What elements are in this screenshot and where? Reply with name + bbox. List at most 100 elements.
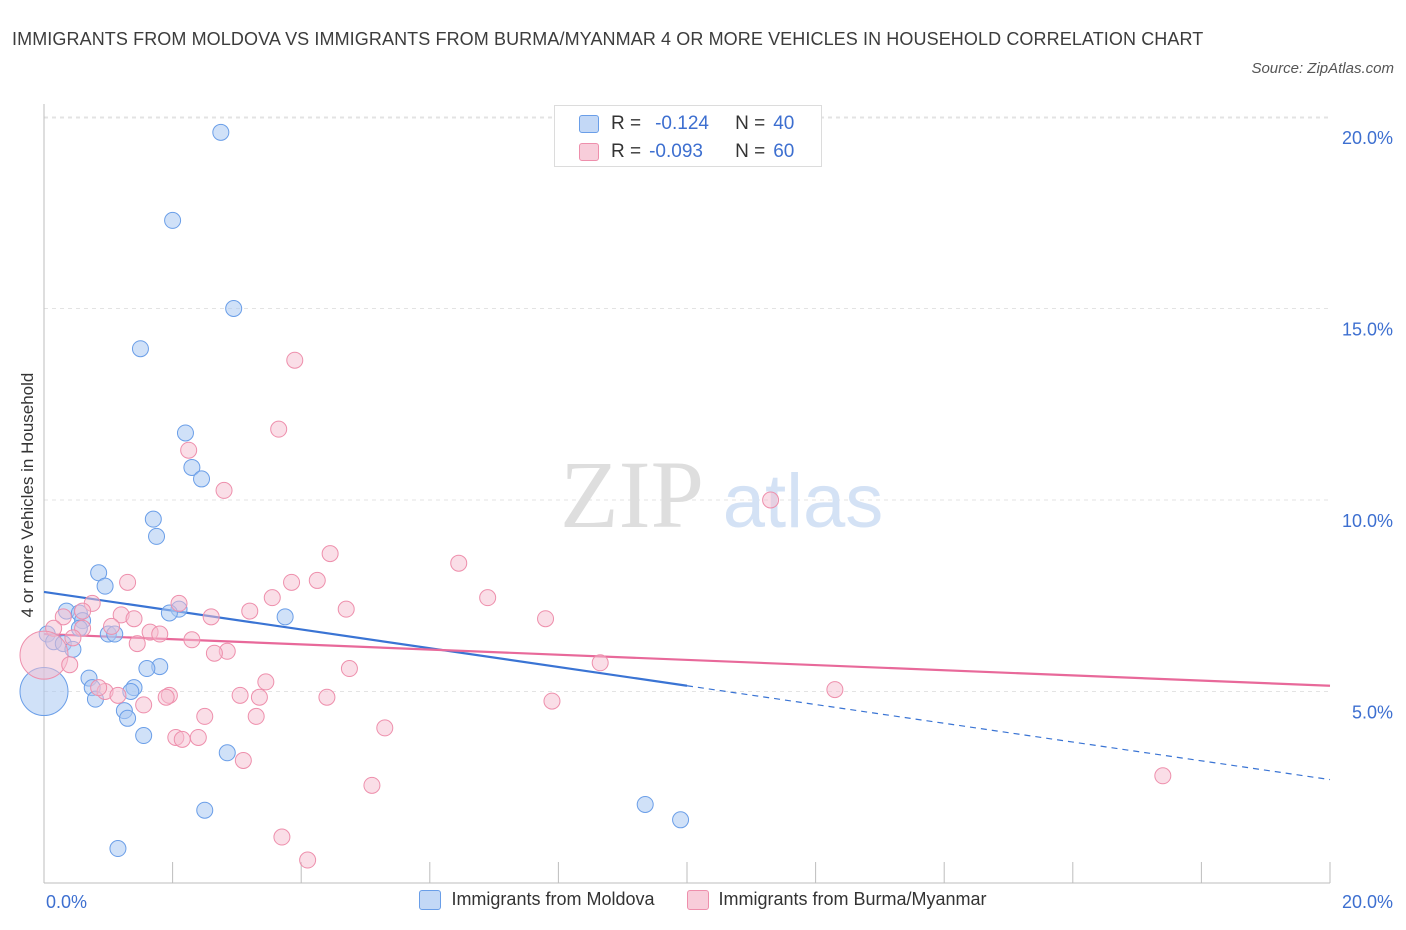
burma-point — [170, 594, 188, 612]
burma-point — [273, 828, 291, 846]
burma-point — [308, 571, 326, 589]
burma-point — [376, 719, 394, 737]
moldova-point — [131, 340, 149, 358]
burma-point — [299, 851, 317, 869]
burma-point — [340, 660, 358, 678]
axes — [43, 104, 1331, 884]
n-value: 60 — [773, 141, 795, 162]
moldova-swatch — [579, 115, 599, 133]
burma-point — [157, 688, 175, 706]
burma-point — [196, 707, 214, 725]
burma-point — [247, 707, 265, 725]
source-label: Source: ZipAtlas.com — [1251, 60, 1394, 77]
tick-labels: 5.0% 10.0% 15.0% 20.0% 0.0% 20.0% — [46, 128, 1393, 912]
moldova-point — [218, 744, 236, 762]
burma-point — [250, 688, 268, 706]
watermark: ZIP atlas — [560, 441, 883, 548]
burma-point — [257, 673, 275, 691]
burma-point — [450, 554, 468, 572]
burma-point — [263, 589, 281, 607]
y-tick-label: 5.0% — [1352, 703, 1393, 723]
moldova-point — [119, 709, 137, 727]
moldova-point — [148, 527, 166, 545]
burma-point — [19, 630, 69, 680]
burma-point — [241, 602, 259, 620]
burma-point — [270, 420, 288, 438]
burma-point — [61, 656, 79, 674]
moldova-trend-projection — [686, 685, 1331, 781]
y-tick-label: 15.0% — [1342, 320, 1393, 340]
burma-point — [151, 625, 169, 643]
burma-point — [286, 351, 304, 369]
burma-point — [180, 441, 198, 459]
n-label: N = — [735, 113, 766, 134]
burma-point — [215, 481, 233, 499]
trend-lines — [43, 590, 1331, 781]
legend-label-burma: Immigrants from Burma/Myanmar — [718, 889, 987, 909]
x-tick-label: 0.0% — [46, 892, 87, 912]
burma-point — [231, 686, 249, 704]
burma-point — [125, 610, 143, 628]
moldova-point — [276, 608, 294, 626]
legend-item-burma[interactable]: Immigrants from Burma/Myanmar — [686, 889, 987, 910]
burma-point — [90, 679, 108, 697]
burma-point — [826, 681, 844, 699]
chart-title: IMMIGRANTS FROM MOLDOVA VS IMMIGRANTS FR… — [12, 29, 1204, 49]
moldova-point — [212, 123, 230, 141]
burma-point — [202, 608, 220, 626]
y-tick-label: 10.0% — [1342, 511, 1393, 531]
burma-point — [591, 654, 609, 672]
burma-point — [54, 608, 72, 626]
moldova-point — [135, 727, 153, 745]
moldova-point — [196, 801, 214, 819]
burma-point — [321, 545, 339, 563]
burma-point — [74, 602, 92, 620]
burma-point — [318, 688, 336, 706]
n-value: 40 — [773, 113, 795, 134]
moldova-point — [138, 660, 156, 678]
burma-point — [479, 589, 497, 607]
burma-legend-swatch — [686, 889, 709, 910]
stats-legend: R = -0.124 N = 40 R = -0.093 N = 60 — [554, 105, 822, 167]
burma-swatch — [579, 143, 599, 161]
r-label: R = — [611, 113, 642, 134]
legend-item-moldova[interactable]: Immigrants from Moldova — [419, 889, 655, 910]
moldova-point — [636, 795, 654, 813]
data-points — [19, 123, 1172, 869]
burma-point — [762, 491, 780, 509]
moldova-point — [183, 458, 201, 476]
moldova-point — [225, 300, 243, 317]
moldova-point — [193, 470, 211, 488]
burma-point — [283, 573, 301, 591]
moldova-point — [164, 211, 182, 229]
burma-point — [205, 644, 223, 662]
moldova-point — [96, 577, 114, 595]
burma-point — [173, 730, 191, 748]
burma-point — [234, 751, 252, 769]
burma-point — [189, 728, 207, 746]
burma-point — [103, 617, 121, 635]
n-label: N = — [735, 141, 766, 162]
moldova-point — [672, 811, 690, 829]
r-value: -0.093 — [649, 141, 703, 162]
burma-point — [543, 692, 561, 710]
burma-point — [363, 776, 381, 794]
burma-point — [109, 686, 127, 704]
legend-label-moldova: Immigrants from Moldova — [451, 889, 655, 909]
stats-row-burma: R = -0.093 N = 60 — [579, 139, 794, 165]
moldova-point — [109, 840, 127, 858]
moldova-point — [176, 424, 194, 442]
r-label: R = — [611, 141, 642, 162]
moldova-point — [144, 510, 162, 528]
burma-point — [119, 573, 137, 591]
burma-point — [183, 631, 201, 649]
burma-point — [128, 635, 146, 653]
watermark-atlas: atlas — [723, 459, 884, 544]
r-value: -0.124 — [655, 113, 709, 134]
grid-lines — [44, 116, 1330, 692]
burma-point — [135, 696, 153, 714]
moldova-legend-swatch — [419, 889, 442, 910]
stats-row-moldova: R = -0.124 N = 40 — [579, 111, 794, 137]
burma-trend-line — [43, 632, 1331, 687]
